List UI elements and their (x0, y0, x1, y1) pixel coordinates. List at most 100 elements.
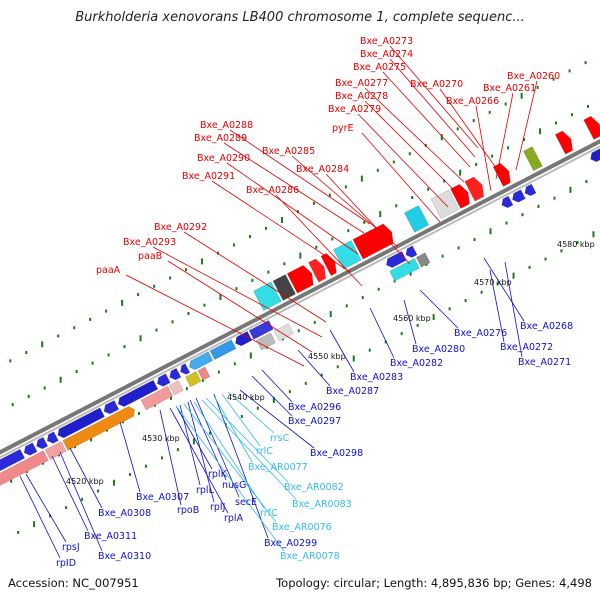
leader-line (152, 246, 323, 338)
tick-mark (296, 210, 299, 214)
tick-mark (105, 309, 108, 313)
gene-label: Bxe_A0282 (390, 358, 443, 369)
tick-mark (299, 252, 302, 259)
gene-feature (103, 400, 120, 415)
chromosome-backbone-shadow (0, 145, 600, 459)
tick-mark (361, 296, 364, 300)
gene-label: Bxe_A0283 (350, 372, 403, 383)
leader-line (329, 329, 355, 373)
tick-mark (384, 340, 387, 344)
leader-line (439, 88, 507, 183)
leader-line (226, 162, 359, 255)
gene-feature (185, 371, 202, 388)
leader-line (169, 407, 229, 514)
tick-mark (192, 438, 195, 445)
tick-mark (585, 180, 588, 184)
gene-label: Bxe_A0289 (194, 133, 247, 144)
leader-line (187, 401, 215, 503)
leader-line (369, 307, 395, 359)
gene-label: Bxe_A0276 (454, 328, 507, 339)
tick-mark (153, 403, 156, 407)
tick-mark (264, 226, 267, 230)
leader-line (504, 261, 523, 358)
tick-mark (233, 362, 236, 366)
tick-mark (553, 196, 556, 200)
tick-mark (347, 229, 350, 233)
tick-mark (256, 406, 259, 410)
tick-mark (315, 245, 318, 249)
gene-feature (389, 257, 420, 282)
tick-mark (107, 353, 110, 357)
tick-mark (443, 179, 446, 183)
tick-mark (171, 320, 174, 324)
leader-line (159, 409, 182, 506)
tick-mark (113, 479, 116, 486)
gene-label: Bxe_A0298 (310, 448, 363, 459)
tick-mark (457, 246, 460, 250)
gene-label: Bxe_A0308 (98, 508, 151, 519)
leader-line (489, 269, 505, 343)
gene-label: rpID (56, 558, 76, 569)
leader-line (175, 405, 285, 552)
tick-mark (59, 376, 62, 383)
gene-label: Bxe_A0280 (412, 344, 465, 355)
gene-label: rplA (224, 513, 244, 524)
tick-mark (555, 121, 558, 125)
tick-mark (187, 311, 190, 315)
tick-mark (539, 128, 542, 135)
tick-mark (248, 235, 251, 239)
tick-mark (297, 329, 300, 333)
gene-feature (524, 183, 537, 197)
gene-label: Bxe_A0297 (288, 416, 341, 427)
gene-feature (57, 407, 105, 439)
gene-feature (44, 441, 67, 460)
tick-mark (27, 394, 30, 398)
tick-mark (219, 293, 222, 300)
gene-feature (583, 115, 600, 140)
tick-mark (448, 307, 451, 311)
tick-mark (489, 228, 492, 235)
tick-mark (169, 276, 172, 280)
gene-feature (140, 385, 174, 411)
leader-line (261, 369, 293, 403)
gene-feature (197, 366, 211, 381)
tick-mark (129, 472, 132, 476)
gene-feature (0, 450, 49, 486)
leader-line (403, 299, 417, 345)
gene-label: pyrE (332, 123, 354, 134)
tick-mark (352, 355, 355, 362)
tick-mark (464, 299, 467, 303)
tick-mark (520, 92, 523, 99)
gene-label: Bxe_A0310 (98, 551, 151, 562)
tick-mark (41, 341, 44, 348)
tick-mark (43, 386, 46, 390)
gene-feature (554, 130, 573, 155)
gene-label: Bxe_A0284 (296, 164, 349, 175)
tick-mark (11, 403, 14, 407)
leader-line (227, 391, 275, 434)
leader-line (119, 421, 141, 493)
tick-mark (267, 270, 270, 274)
tick-mark (33, 521, 36, 528)
leader-line (69, 447, 103, 509)
tick-mark (58, 453, 61, 457)
kbp-scale-label: 4540 kbp (227, 393, 265, 402)
tick-mark (329, 311, 332, 318)
tick-mark (496, 282, 499, 286)
gene-feature (415, 252, 431, 268)
tick-mark (456, 127, 459, 131)
leader-line (483, 257, 525, 322)
gene-feature (272, 274, 296, 301)
gene-label: Bxe_A0293 (123, 237, 176, 248)
gene-feature (523, 146, 543, 172)
tick-mark (176, 448, 179, 452)
tick-mark (17, 530, 20, 534)
leader-line (51, 455, 89, 532)
rna-label: Bxe_AR0083 (292, 499, 352, 510)
tick-mark (571, 113, 574, 117)
tick-mark (288, 390, 291, 394)
leader-line (19, 475, 61, 559)
tick-mark (139, 335, 142, 342)
tick-mark (280, 217, 283, 224)
